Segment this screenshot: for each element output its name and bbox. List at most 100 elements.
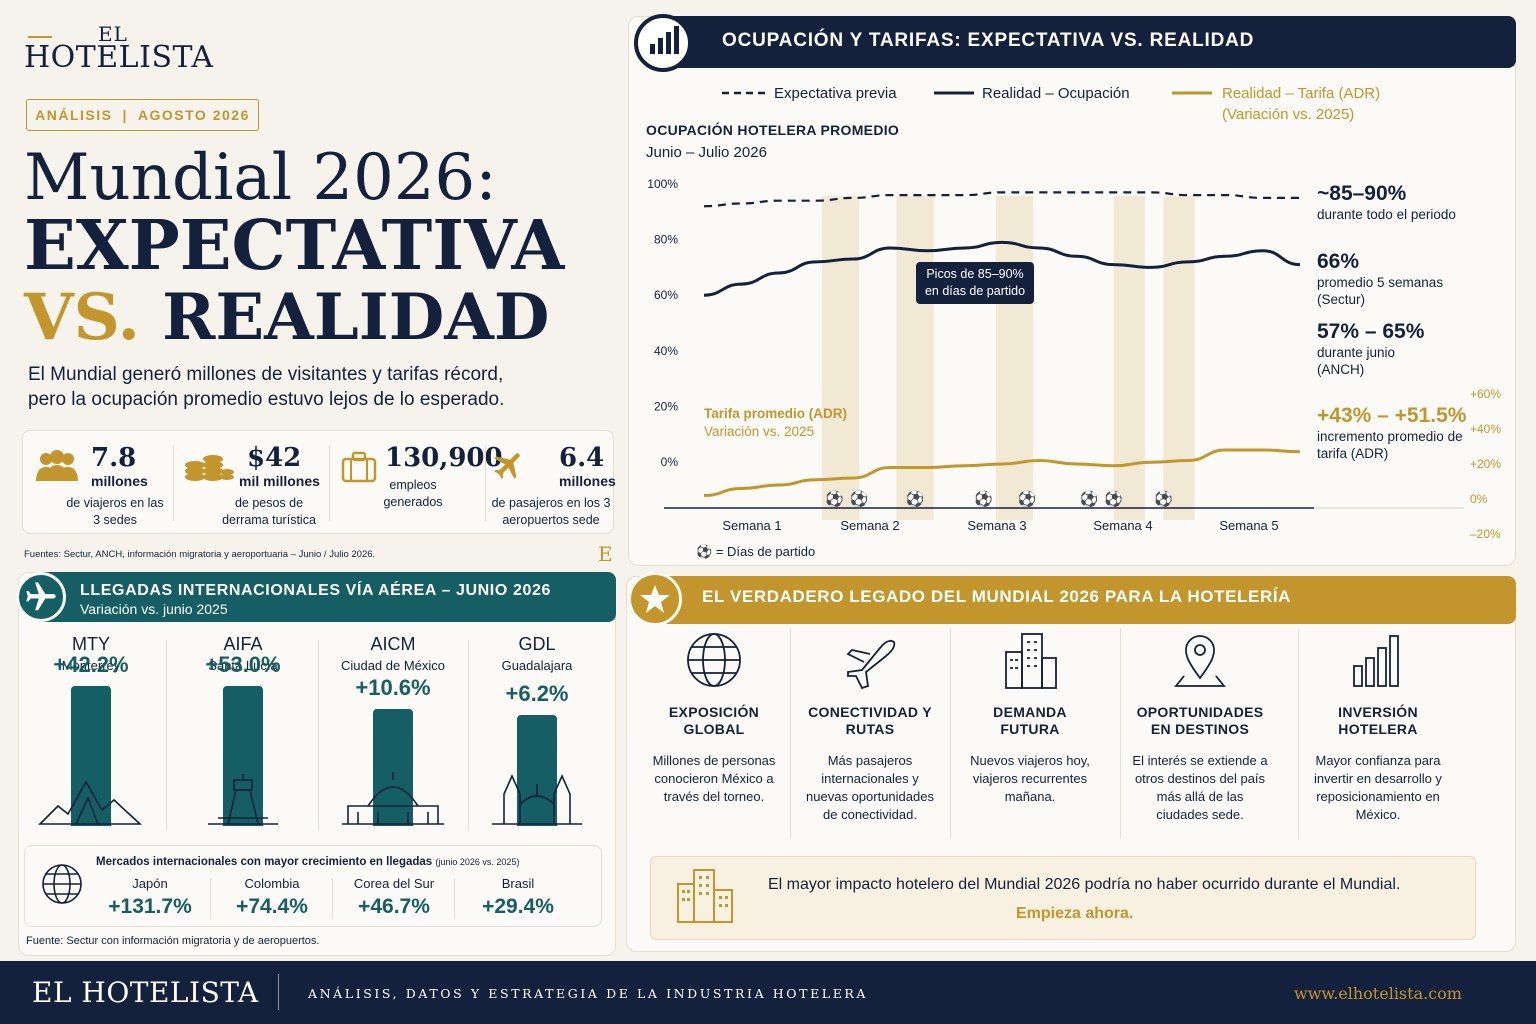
airport-aifa: AIFA Santa Lucía (168, 634, 318, 673)
soccer-ball-icon: ⚽ (696, 544, 713, 559)
stat-derrama: $42 mil millones de pesos de derrama tur… (175, 431, 325, 535)
tooltip-line1: Picos de 85–90% (926, 267, 1024, 281)
airport-mty: MTY Monterrey (16, 634, 166, 673)
soccer-ball-icon: ⚽ (1103, 490, 1123, 508)
arrivals-header (18, 572, 616, 622)
headline-line2: EXPECTATIVA (24, 206, 565, 286)
airport-city: Santa Lucía (208, 658, 278, 673)
intro-text: El Mundial generó millones de visitantes… (28, 364, 505, 410)
adr-sublabel: Variación vs. 2025 (704, 424, 815, 439)
stat-desc: de pesos de derrama turística (222, 496, 316, 527)
market-item: Corea del Sur +46.7% (334, 876, 454, 919)
airport-bar (517, 714, 557, 826)
e-mark: E (598, 542, 613, 566)
markets-title: Mercados internacionales con mayor creci… (96, 856, 519, 868)
globe-icon (687, 633, 741, 687)
airport-code: AICM (370, 634, 416, 654)
match-legend-text: = Días de partido (715, 544, 816, 559)
stat-viajeros: 7.8 millones de viajeros en las 3 sedes (23, 431, 173, 535)
footer-tagline: ANÁLISIS, DATOS Y ESTRATEGIA DE LA INDUS… (308, 986, 869, 1001)
y-tick-left: 80% (654, 233, 678, 247)
markets-card (24, 845, 602, 927)
legacy-item: EXPOSICIÓN GLOBAL Millones de personas c… (634, 630, 794, 806)
stat-unit: millones (91, 473, 148, 489)
series-line-tarifa (703, 448, 1301, 497)
soccer-ball-icon: ⚽ (1153, 490, 1173, 508)
star-icon (640, 585, 670, 613)
soccer-ball-icon: ⚽ (1079, 490, 1099, 508)
markets-title-note: (junio 2026 vs. 2025) (435, 857, 520, 867)
tag-separator: | (122, 107, 128, 123)
control-tower-icon (208, 774, 278, 825)
legend-adr: Realidad – Tarifa (ADR) (1222, 85, 1381, 102)
match-day-band (995, 196, 1034, 520)
soccer-ball-icon: ⚽ (849, 490, 869, 508)
legacy-title: EL VERDADERO LEGADO DEL MUNDIAL 2026 PAR… (702, 587, 1292, 606)
note-desc: durante todo el periodo (1317, 207, 1456, 222)
note-anch: 57% – 65% durante junio (ANCH) (1317, 320, 1427, 378)
airport-city: Guadalajara (501, 658, 573, 673)
market-country: Brasil (501, 876, 535, 891)
match-legend: ⚽ = Días de partido (696, 544, 815, 560)
chart-header-title: OCUPACIÓN Y TARIFAS: EXPECTATIVA VS. REA… (722, 30, 1255, 51)
footer-url-link[interactable]: www.elhotelista.com (1294, 984, 1462, 1003)
market-pct: +46.7% (358, 895, 430, 918)
soccer-ball-icon: ⚽ (1016, 490, 1036, 508)
y-tick-left: 40% (654, 344, 678, 358)
legacy-item-title: OPORTUNIDADES EN DESTINOS (1136, 704, 1264, 737)
legacy-item: INVERSIÓN HOTELERA Mayor confianza para … (1298, 630, 1458, 824)
match-day-band (1113, 196, 1145, 520)
legend-occupancy: Realidad – Ocupación (982, 85, 1130, 102)
airport-code: GDL (518, 634, 556, 654)
briefcase-icon (341, 451, 377, 483)
note-value: ~85–90% (1317, 182, 1407, 205)
stat-desc: empleos generados (383, 478, 443, 509)
stat-desc: de viajeros en las 3 sedes (66, 496, 164, 527)
legacy-item-title: EXPOSICIÓN GLOBAL (668, 704, 760, 737)
y-tick-right: +20% (1470, 457, 1501, 471)
legacy-item-title: CONECTIVIDAD Y RUTAS (808, 704, 932, 737)
arrivals-subtitle: Variación vs. junio 2025 (80, 601, 228, 617)
soccer-ball-icon: ⚽ (824, 490, 844, 508)
note-value: 66% (1317, 250, 1360, 273)
x-tick-label: Semana 5 (1219, 518, 1278, 533)
y-tick-left: 60% (654, 288, 678, 302)
note-desc: durante junio (ANCH) (1317, 345, 1396, 377)
cathedral-icon (492, 774, 582, 825)
occupancy-chart: 100%80%60%40%20%0%+60%+40%+20%0%–20%⚽ ⚽ ⚽ ⚽… (647, 177, 1501, 541)
legacy-item-desc: Millones de personas conocieron México a… (652, 753, 776, 804)
stat-value: 7.8 (91, 443, 137, 473)
chart-header (636, 16, 1516, 68)
plane-icon (26, 582, 56, 611)
legacy-item: DEMANDA FUTURA Nuevos viajeros hoy, viaj… (950, 630, 1110, 806)
coins-icon (185, 455, 234, 481)
location-pin-icon (1174, 635, 1226, 687)
footer-brand: EL HOTELISTA (32, 976, 259, 1009)
airport-pct: +6.2% (505, 680, 569, 706)
x-tick-label: Semana 4 (1093, 518, 1152, 533)
arrivals-title: LLEGADAS INTERNACIONALES VÍA AÉREA – JUN… (80, 582, 551, 599)
airport-city: Ciudad de México (340, 658, 446, 673)
soccer-ball-icon: ⚽ (905, 490, 925, 508)
stat-empleos: 130,900 empleos generados (331, 431, 503, 535)
legend-expect: Expectativa previa (774, 85, 897, 102)
chart-subtitle: Junio – Julio 2026 (646, 144, 767, 161)
soccer-ball-icon: ⚽ (973, 490, 993, 508)
legacy-item-title: DEMANDA FUTURA (993, 704, 1067, 737)
stat-value: $42 (247, 443, 302, 473)
stat-desc: de pasajeros en los 3 aeropuertos sede (491, 496, 611, 527)
airport-aicm: AICM Ciudad de México (318, 634, 468, 673)
market-country: Colombia (244, 876, 300, 891)
market-country: Japón (132, 876, 168, 891)
cta-start-now-link[interactable]: Empieza ahora. (1016, 905, 1134, 922)
headline-line1: Mundial 2026: (24, 141, 497, 215)
legacy-item-desc: Nuevos viajeros hoy, viajeros recurrente… (970, 753, 1090, 804)
tooltip-line2: en días de partido (924, 284, 1026, 298)
cta-card (650, 856, 1476, 940)
market-pct: +74.4% (236, 895, 308, 918)
peak-tooltip: Picos de 85–90% en días de partido (916, 262, 1034, 304)
headline-realidad: REALIDAD (162, 280, 550, 355)
brand-name: HOTELISTA (24, 40, 214, 75)
market-item: Colombia +74.4% (212, 876, 332, 919)
airplane-icon (846, 639, 896, 690)
